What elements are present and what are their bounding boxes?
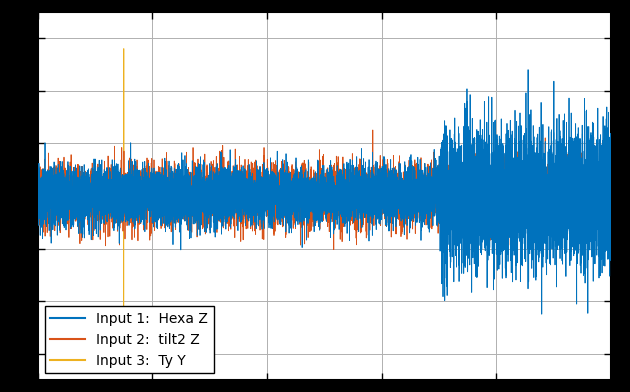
Input 2:  tilt2 Z: (0, -0.19): tilt2 Z: (0, -0.19) xyxy=(34,204,42,209)
Input 3:  Ty Y: (0, 0.0497): Ty Y: (0, 0.0497) xyxy=(34,191,42,196)
Input 1:  Hexa Z: (8.55e+03, 2.4): Hexa Z: (8.55e+03, 2.4) xyxy=(524,67,532,72)
Input 1:  Hexa Z: (414, -0.254): Hexa Z: (414, -0.254) xyxy=(58,207,66,212)
Legend: Input 1:  Hexa Z, Input 2:  tilt2 Z, Input 3:  Ty Y: Input 1: Hexa Z, Input 2: tilt2 Z, Input… xyxy=(45,306,214,373)
Input 1:  Hexa Z: (0, 0.0975): Hexa Z: (0, 0.0975) xyxy=(34,189,42,193)
Input 2:  tilt2 Z: (1e+04, -0.454): tilt2 Z: (1e+04, -0.454) xyxy=(607,218,615,222)
Input 3:  Ty Y: (414, 0.0332): Ty Y: (414, 0.0332) xyxy=(58,192,66,197)
Line: Input 1:  Hexa Z: Input 1: Hexa Z xyxy=(38,70,611,314)
Input 3:  Ty Y: (1.5e+03, -2.5): Ty Y: (1.5e+03, -2.5) xyxy=(120,325,127,330)
Input 3:  Ty Y: (1.5e+03, 2.8): Ty Y: (1.5e+03, 2.8) xyxy=(120,46,128,51)
Input 3:  Ty Y: (1.96e+03, 0.0521): Ty Y: (1.96e+03, 0.0521) xyxy=(147,191,154,196)
Input 2:  tilt2 Z: (4.89e+03, 0.364): tilt2 Z: (4.89e+03, 0.364) xyxy=(314,174,322,179)
Input 1:  Hexa Z: (1e+04, -0.149): Hexa Z: (1e+04, -0.149) xyxy=(607,201,615,206)
Input 3:  Ty Y: (9.47e+03, 0.158): Ty Y: (9.47e+03, 0.158) xyxy=(577,185,585,190)
Input 3:  Ty Y: (4.89e+03, -0.0822): Ty Y: (4.89e+03, -0.0822) xyxy=(314,198,322,203)
Input 2:  tilt2 Z: (9.67e+03, -1.08): tilt2 Z: (9.67e+03, -1.08) xyxy=(588,250,596,255)
Input 2:  tilt2 Z: (414, 0.001): tilt2 Z: (414, 0.001) xyxy=(58,194,66,198)
Input 1:  Hexa Z: (1.96e+03, -0.0491): Hexa Z: (1.96e+03, -0.0491) xyxy=(146,196,154,201)
Input 1:  Hexa Z: (9.47e+03, 0.459): Hexa Z: (9.47e+03, 0.459) xyxy=(577,169,585,174)
Input 2:  tilt2 Z: (5.84e+03, 1.25): tilt2 Z: (5.84e+03, 1.25) xyxy=(369,128,377,132)
Input 2:  tilt2 Z: (598, 0.0807): tilt2 Z: (598, 0.0807) xyxy=(68,189,76,194)
Input 2:  tilt2 Z: (45, 0.0337): tilt2 Z: (45, 0.0337) xyxy=(37,192,44,196)
Input 1:  Hexa Z: (8.79e+03, -2.24): Hexa Z: (8.79e+03, -2.24) xyxy=(538,312,546,316)
Line: Input 2:  tilt2 Z: Input 2: tilt2 Z xyxy=(38,130,611,253)
Input 1:  Hexa Z: (598, -0.0634): Hexa Z: (598, -0.0634) xyxy=(68,197,76,202)
Input 1:  Hexa Z: (45, 0.265): Hexa Z: (45, 0.265) xyxy=(37,180,44,184)
Input 3:  Ty Y: (598, -0.0444): Ty Y: (598, -0.0444) xyxy=(68,196,76,201)
Input 3:  Ty Y: (1e+04, 0.0644): Ty Y: (1e+04, 0.0644) xyxy=(607,190,615,195)
Input 2:  tilt2 Z: (9.47e+03, -0.288): tilt2 Z: (9.47e+03, -0.288) xyxy=(577,209,585,214)
Line: Input 3:  Ty Y: Input 3: Ty Y xyxy=(38,49,611,328)
Input 1:  Hexa Z: (4.89e+03, 0.674): Hexa Z: (4.89e+03, 0.674) xyxy=(314,158,322,163)
Input 3:  Ty Y: (45, -0.072): Ty Y: (45, -0.072) xyxy=(37,198,44,202)
Input 2:  tilt2 Z: (1.96e+03, 0.00499): tilt2 Z: (1.96e+03, 0.00499) xyxy=(146,193,154,198)
